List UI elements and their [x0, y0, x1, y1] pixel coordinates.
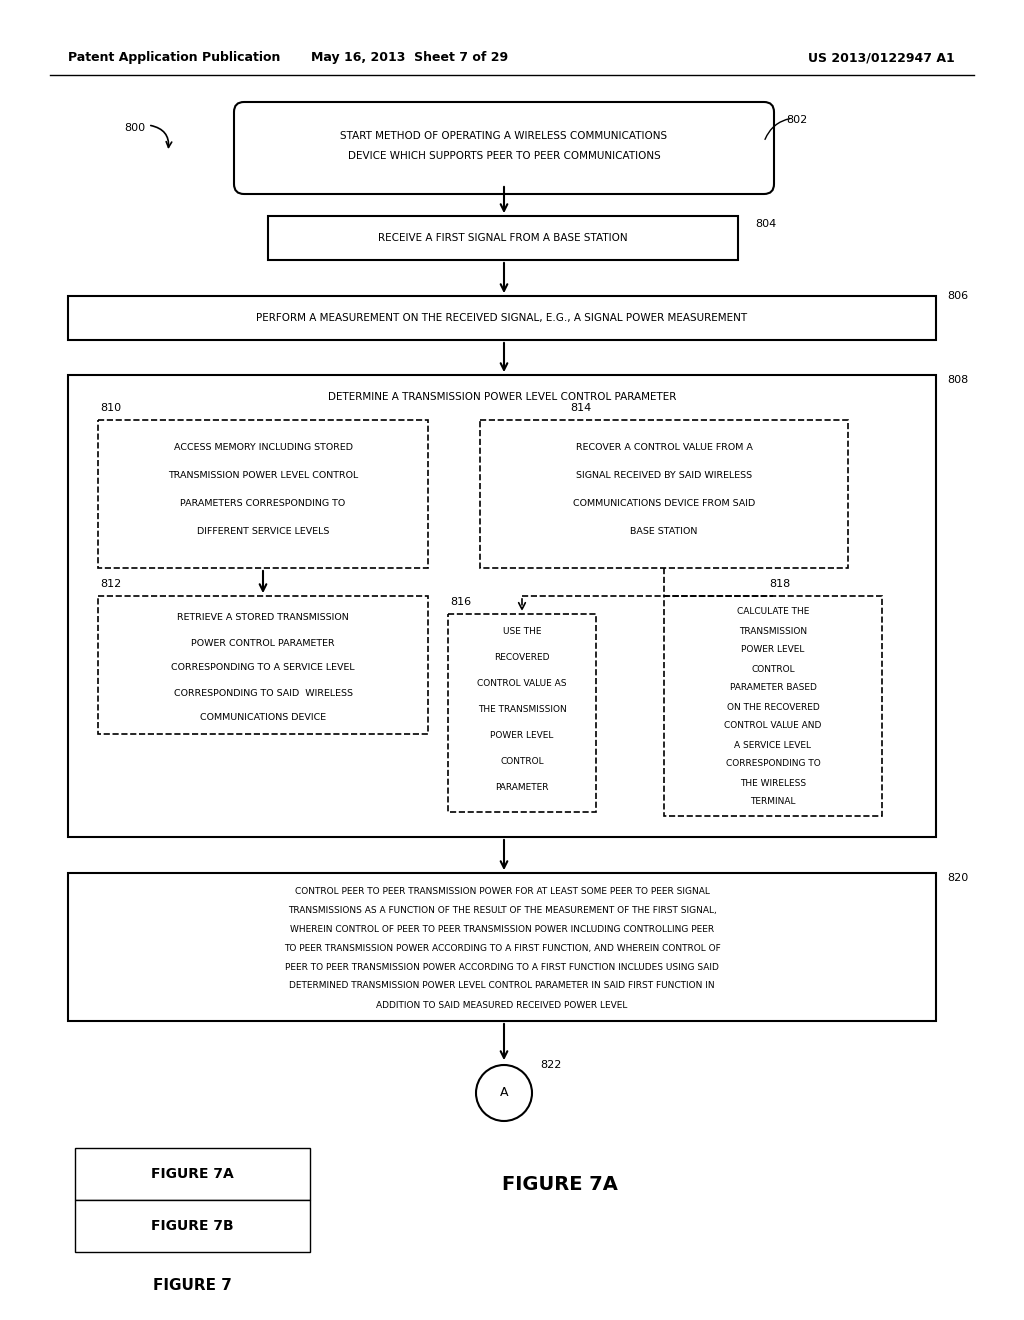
Text: 816: 816 — [450, 597, 471, 607]
Text: RETRIEVE A STORED TRANSMISSION: RETRIEVE A STORED TRANSMISSION — [177, 614, 349, 623]
Text: 806: 806 — [947, 290, 968, 301]
Text: FIGURE 7: FIGURE 7 — [153, 1279, 231, 1294]
Text: POWER CONTROL PARAMETER: POWER CONTROL PARAMETER — [191, 639, 335, 648]
Text: TRANSMISSION: TRANSMISSION — [739, 627, 807, 635]
Text: TERMINAL: TERMINAL — [751, 797, 796, 807]
Text: TRANSMISSION POWER LEVEL CONTROL: TRANSMISSION POWER LEVEL CONTROL — [168, 471, 358, 480]
Text: USE THE: USE THE — [503, 627, 542, 636]
Text: PARAMETER BASED: PARAMETER BASED — [729, 684, 816, 693]
Text: POWER LEVEL: POWER LEVEL — [741, 645, 805, 655]
Text: PARAMETERS CORRESPONDING TO: PARAMETERS CORRESPONDING TO — [180, 499, 346, 508]
Text: CONTROL VALUE AS: CONTROL VALUE AS — [477, 680, 566, 689]
Text: 822: 822 — [540, 1060, 561, 1071]
Bar — [98, 420, 428, 568]
Text: CORRESPONDING TO: CORRESPONDING TO — [726, 759, 820, 768]
Text: FIGURE 7A: FIGURE 7A — [502, 1175, 617, 1193]
Text: DIFFERENT SERVICE LEVELS: DIFFERENT SERVICE LEVELS — [197, 528, 329, 536]
Text: A SERVICE LEVEL: A SERVICE LEVEL — [734, 741, 811, 750]
Text: 804: 804 — [755, 219, 776, 228]
Text: FIGURE 7B: FIGURE 7B — [151, 1218, 233, 1233]
Text: ACCESS MEMORY INCLUDING STORED: ACCESS MEMORY INCLUDING STORED — [173, 444, 352, 453]
Text: DETERMINED TRANSMISSION POWER LEVEL CONTROL PARAMETER IN SAID FIRST FUNCTION IN: DETERMINED TRANSMISSION POWER LEVEL CONT… — [289, 982, 715, 990]
Text: CORRESPONDING TO A SERVICE LEVEL: CORRESPONDING TO A SERVICE LEVEL — [171, 664, 354, 672]
Text: 812: 812 — [100, 579, 121, 589]
Text: 810: 810 — [100, 403, 121, 413]
Bar — [75, 1148, 310, 1200]
Bar — [75, 1200, 310, 1251]
Text: THE TRANSMISSION: THE TRANSMISSION — [477, 705, 566, 714]
Text: COMMUNICATIONS DEVICE: COMMUNICATIONS DEVICE — [200, 714, 326, 722]
Text: CONTROL: CONTROL — [752, 664, 795, 673]
Bar — [449, 614, 596, 812]
Text: 800: 800 — [125, 123, 145, 133]
Text: A: A — [500, 1086, 508, 1100]
Text: SIGNAL RECEIVED BY SAID WIRELESS: SIGNAL RECEIVED BY SAID WIRELESS — [575, 471, 752, 480]
Text: ON THE RECOVERED: ON THE RECOVERED — [727, 702, 819, 711]
Bar — [664, 597, 882, 816]
Text: FIGURE 7A: FIGURE 7A — [151, 1167, 233, 1181]
Text: 802: 802 — [786, 115, 807, 125]
Text: 818: 818 — [769, 579, 791, 589]
Text: CALCULATE THE: CALCULATE THE — [737, 607, 809, 616]
Text: 814: 814 — [570, 403, 591, 413]
Bar — [68, 873, 936, 1020]
Bar — [480, 420, 848, 568]
Text: WHEREIN CONTROL OF PEER TO PEER TRANSMISSION POWER INCLUDING CONTROLLING PEER: WHEREIN CONTROL OF PEER TO PEER TRANSMIS… — [290, 924, 714, 933]
Text: CONTROL PEER TO PEER TRANSMISSION POWER FOR AT LEAST SOME PEER TO PEER SIGNAL: CONTROL PEER TO PEER TRANSMISSION POWER … — [295, 887, 710, 895]
Text: May 16, 2013  Sheet 7 of 29: May 16, 2013 Sheet 7 of 29 — [311, 51, 509, 65]
Text: ADDITION TO SAID MEASURED RECEIVED POWER LEVEL: ADDITION TO SAID MEASURED RECEIVED POWER… — [376, 1001, 628, 1010]
Bar — [98, 597, 428, 734]
FancyBboxPatch shape — [234, 102, 774, 194]
Text: PEER TO PEER TRANSMISSION POWER ACCORDING TO A FIRST FUNCTION INCLUDES USING SAI: PEER TO PEER TRANSMISSION POWER ACCORDIN… — [285, 962, 719, 972]
Text: 808: 808 — [947, 375, 969, 385]
Text: RECEIVE A FIRST SIGNAL FROM A BASE STATION: RECEIVE A FIRST SIGNAL FROM A BASE STATI… — [378, 234, 628, 243]
Bar — [68, 375, 936, 837]
Text: PERFORM A MEASUREMENT ON THE RECEIVED SIGNAL, E.G., A SIGNAL POWER MEASUREMENT: PERFORM A MEASUREMENT ON THE RECEIVED SI… — [256, 313, 748, 323]
Text: Patent Application Publication: Patent Application Publication — [68, 51, 281, 65]
Text: BASE STATION: BASE STATION — [631, 528, 697, 536]
Text: CONTROL: CONTROL — [500, 758, 544, 767]
Text: DETERMINE A TRANSMISSION POWER LEVEL CONTROL PARAMETER: DETERMINE A TRANSMISSION POWER LEVEL CON… — [328, 392, 676, 403]
Text: THE WIRELESS: THE WIRELESS — [740, 779, 806, 788]
Text: RECOVERED: RECOVERED — [495, 653, 550, 663]
Text: POWER LEVEL: POWER LEVEL — [490, 731, 554, 741]
Text: COMMUNICATIONS DEVICE FROM SAID: COMMUNICATIONS DEVICE FROM SAID — [572, 499, 755, 508]
Text: START METHOD OF OPERATING A WIRELESS COMMUNICATIONS: START METHOD OF OPERATING A WIRELESS COM… — [340, 131, 668, 141]
Text: TRANSMISSIONS AS A FUNCTION OF THE RESULT OF THE MEASUREMENT OF THE FIRST SIGNAL: TRANSMISSIONS AS A FUNCTION OF THE RESUL… — [288, 906, 717, 915]
Text: CONTROL VALUE AND: CONTROL VALUE AND — [724, 722, 821, 730]
Text: 820: 820 — [947, 873, 969, 883]
Text: US 2013/0122947 A1: US 2013/0122947 A1 — [808, 51, 955, 65]
Text: TO PEER TRANSMISSION POWER ACCORDING TO A FIRST FUNCTION, AND WHEREIN CONTROL OF: TO PEER TRANSMISSION POWER ACCORDING TO … — [284, 944, 720, 953]
Text: DEVICE WHICH SUPPORTS PEER TO PEER COMMUNICATIONS: DEVICE WHICH SUPPORTS PEER TO PEER COMMU… — [347, 150, 660, 161]
Text: RECOVER A CONTROL VALUE FROM A: RECOVER A CONTROL VALUE FROM A — [575, 444, 753, 453]
Bar — [268, 216, 738, 260]
Text: CORRESPONDING TO SAID  WIRELESS: CORRESPONDING TO SAID WIRELESS — [173, 689, 352, 697]
Bar — [68, 296, 936, 341]
Text: PARAMETER: PARAMETER — [496, 784, 549, 792]
